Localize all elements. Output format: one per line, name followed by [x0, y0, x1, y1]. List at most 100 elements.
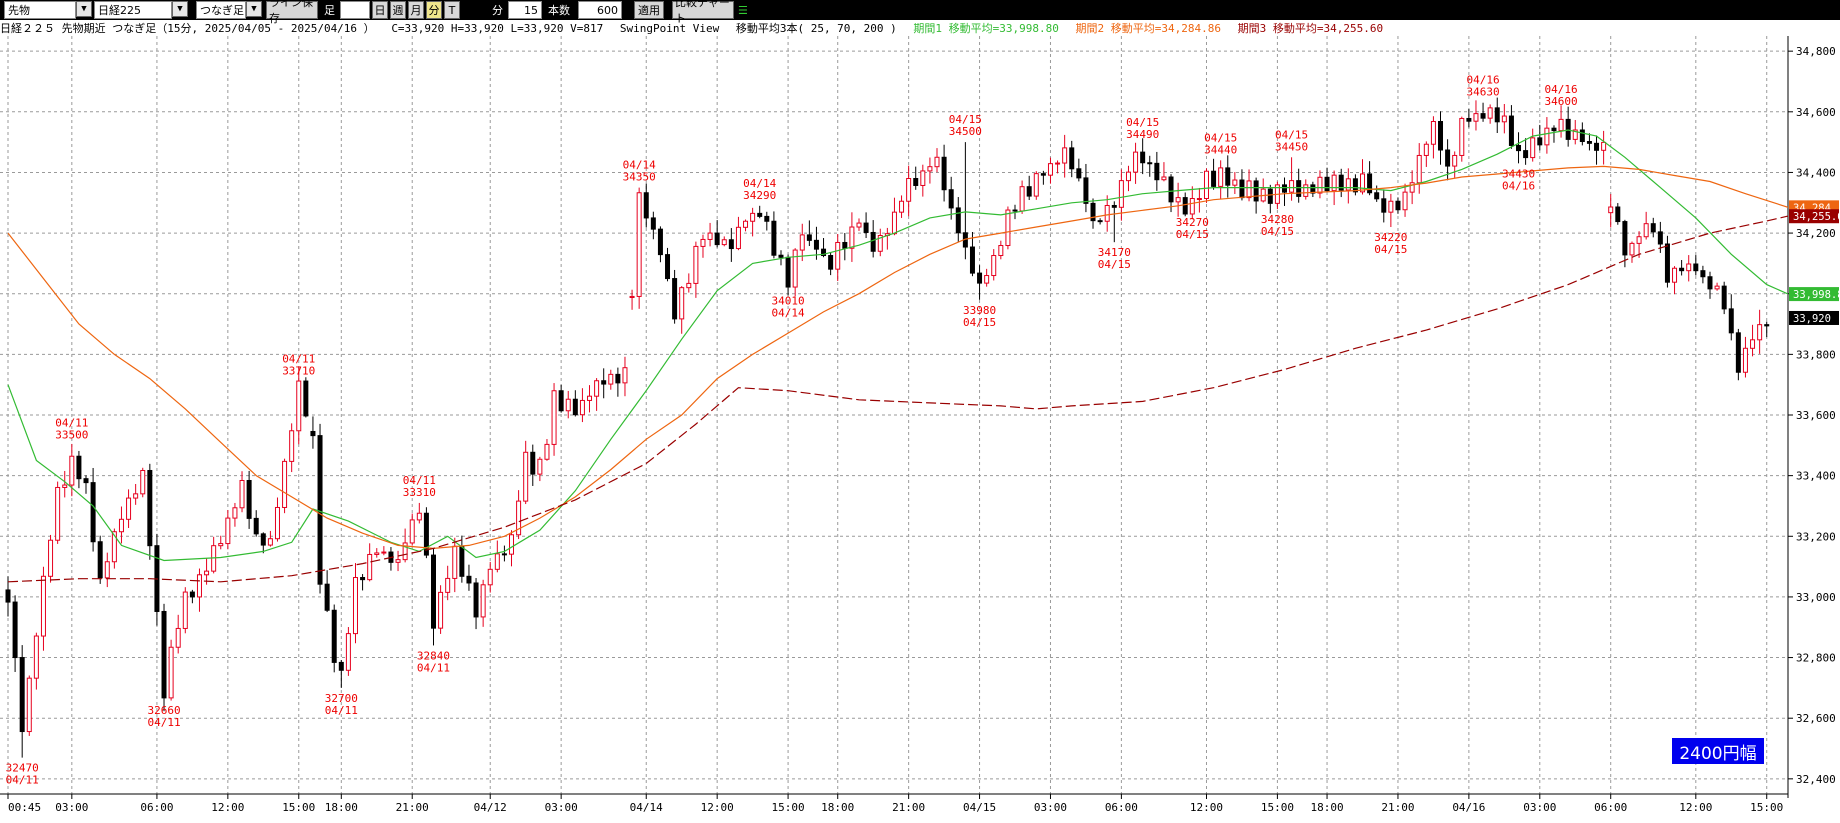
candle-body [12, 601, 18, 659]
candle-body [459, 545, 465, 577]
x-tick-label: 06:00 [1594, 801, 1627, 814]
x-tick-label: 12:00 [1190, 801, 1223, 814]
x-tick-label: 06:00 [140, 801, 173, 814]
candle-body [1586, 141, 1592, 144]
candle-body [1296, 180, 1302, 197]
x-tick-label: 15:00 [282, 801, 315, 814]
candle-body [948, 189, 954, 209]
candle-body [1232, 179, 1238, 186]
candle-body [615, 373, 621, 384]
swing-value-label: 34280 [1261, 213, 1294, 226]
x-tick-label: 04/16 [1452, 801, 1485, 814]
candle-body [1352, 178, 1358, 193]
candle-body [1367, 173, 1373, 194]
candle-body [1047, 163, 1053, 176]
period-tick-button[interactable]: T [444, 1, 460, 19]
candle-body [1239, 179, 1245, 199]
candle-body [1608, 206, 1614, 214]
candle-body [1558, 118, 1564, 132]
candle-body [891, 211, 897, 235]
apply-button[interactable]: 適用 [634, 1, 664, 19]
candle-body [1423, 143, 1429, 156]
candle-body [601, 380, 607, 385]
candle-body [1516, 144, 1522, 152]
x-tick-label: 00:45 [8, 801, 41, 814]
candle-body [1019, 186, 1025, 212]
candle-body [1310, 184, 1316, 194]
save-line-button[interactable]: ライン保存 [266, 0, 318, 25]
swing-date-label: 04/15 [1098, 258, 1131, 271]
candle-body [430, 554, 436, 629]
candle-body [1445, 149, 1451, 167]
candle-body [558, 390, 564, 412]
candle-body [899, 200, 905, 213]
candle-body [1097, 220, 1103, 223]
candle-body [608, 373, 614, 385]
candle-body [274, 506, 280, 540]
candlestick-chart[interactable]: 34,80034,60034,40034,20034,00033,80033,6… [0, 36, 1840, 823]
candle-body [863, 222, 869, 233]
candle-body [239, 479, 245, 509]
candle-body [303, 380, 309, 417]
candle-body [927, 166, 933, 172]
candle-body [55, 486, 61, 541]
swing-date-label: 04/16 [1545, 83, 1578, 96]
period-month-button[interactable]: 月 [408, 1, 424, 19]
instrument-dropdown-icon[interactable]: ▼ [76, 1, 92, 17]
candle-body [735, 226, 741, 250]
chart-style-dropdown-icon[interactable]: ▼ [246, 1, 262, 17]
minute-input[interactable]: 15 [508, 1, 542, 19]
candle-body [352, 577, 358, 635]
swing-date-label: 04/15 [1261, 225, 1294, 238]
candle-body [438, 591, 444, 629]
ma2-readout: 期間2 移動平均=34,284.86 [1075, 22, 1222, 35]
price-tag [1789, 310, 1839, 325]
candle-body [700, 238, 706, 247]
instrument-type-select[interactable]: 先物 [4, 1, 76, 19]
candle-body [1721, 285, 1727, 310]
candle-body [97, 541, 103, 579]
candle-body [1338, 174, 1344, 191]
candle-body [1764, 324, 1770, 327]
candle-body [501, 553, 507, 556]
candle-body [289, 430, 295, 462]
candle-body [1374, 192, 1380, 200]
ma2-line [7, 165, 1789, 550]
candle-body [1182, 197, 1188, 215]
bar-count-input[interactable] [340, 1, 370, 19]
count-input[interactable]: 600 [578, 1, 622, 19]
candle-body [282, 460, 288, 508]
candle-body [1686, 263, 1692, 272]
x-tick-label: 18:00 [325, 801, 358, 814]
y-tick-label: 32,600 [1796, 712, 1836, 725]
bars-icon[interactable]: ☰ [738, 3, 748, 17]
candle-body [1083, 177, 1089, 204]
y-tick-label: 34,600 [1796, 106, 1836, 119]
period-week-button[interactable]: 週 [390, 1, 406, 19]
candle-body [509, 534, 515, 555]
chart-style-select[interactable]: つなぎ足 [196, 1, 246, 19]
period-minute-button[interactable]: 分 [426, 1, 442, 19]
candle-body [1281, 184, 1287, 193]
candle-body [1565, 118, 1571, 140]
swing-date-label: 04/15 [949, 113, 982, 126]
candle-body [1189, 198, 1195, 215]
candle-body [1140, 151, 1146, 164]
candle-body [1062, 147, 1068, 164]
period-day-button[interactable]: 日 [372, 1, 388, 19]
candle-body [1594, 142, 1600, 151]
candle-body [1324, 176, 1330, 192]
candle-body [1381, 198, 1387, 213]
y-tick-label: 32,800 [1796, 652, 1836, 665]
candle-body [1714, 285, 1720, 290]
swing-date-label: 04/15 [963, 316, 996, 329]
symbol-dropdown-icon[interactable]: ▼ [172, 1, 188, 17]
compare-chart-button[interactable]: 比較チャート [672, 0, 734, 25]
candle-body [1133, 151, 1139, 173]
symbol-select[interactable]: 日経225 [94, 1, 172, 19]
candle-body [1757, 324, 1763, 341]
candle-body [69, 455, 75, 486]
candle-body [1572, 129, 1578, 140]
x-tick-label: 12:00 [1679, 801, 1712, 814]
symbol-value: 日経225 [98, 4, 141, 17]
